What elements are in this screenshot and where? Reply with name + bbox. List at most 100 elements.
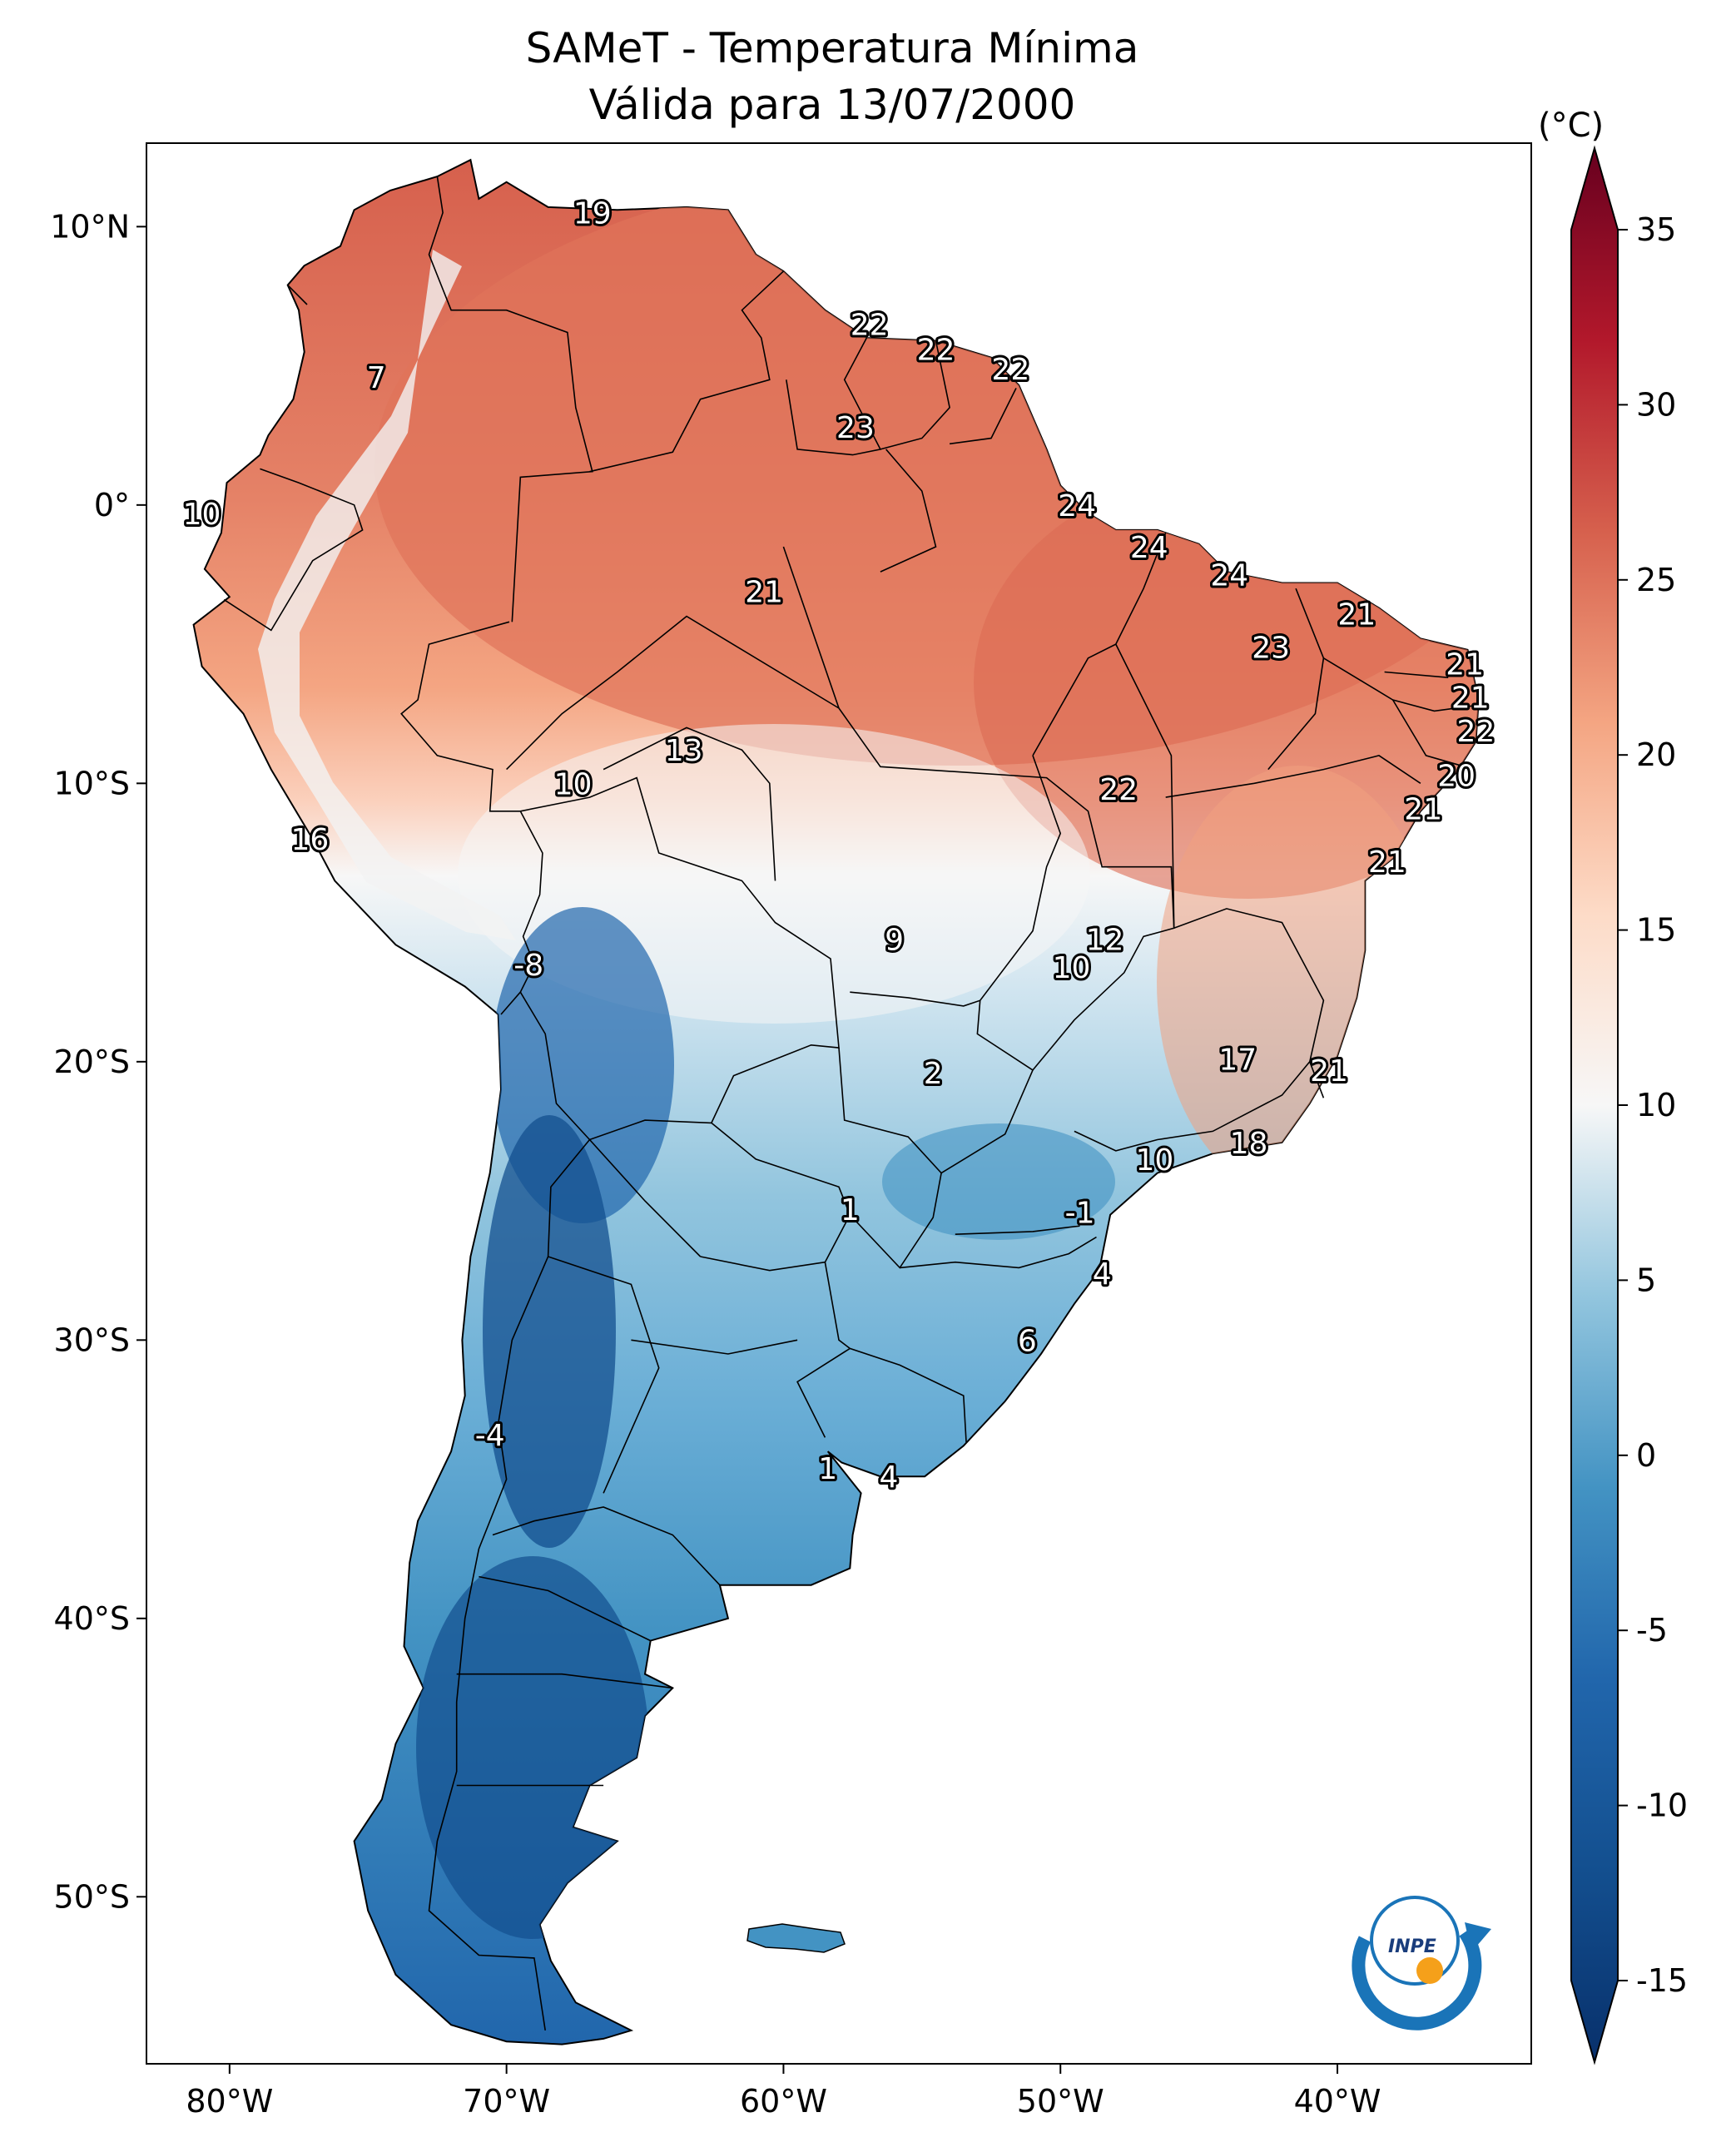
temperature-label: 20	[1437, 759, 1476, 793]
colorbar-bar	[1570, 145, 1619, 2065]
border-line	[782, 546, 840, 709]
temperature-label: 24	[1210, 558, 1248, 593]
border-line	[479, 1575, 652, 1642]
temperature-label: 17	[1218, 1043, 1257, 1077]
border-line	[1322, 657, 1476, 712]
border-line	[1391, 699, 1466, 768]
border-line	[520, 776, 840, 1123]
inpe-logo-text: INPE	[1388, 1936, 1436, 1957]
temperature-label: 22	[851, 308, 889, 342]
border-line	[223, 468, 364, 632]
temperature-label: 22	[1099, 773, 1138, 807]
colorbar-tick-label: 15	[1636, 912, 1676, 949]
map-subtitle: Válida para 13/07/2000	[588, 81, 1076, 129]
border-line	[1032, 643, 1175, 1071]
temperature-label: 24	[1130, 531, 1168, 565]
temperature-label: -8	[513, 949, 543, 983]
temperature-label: 22	[991, 353, 1029, 387]
y-tick-label: 0°	[94, 487, 130, 523]
border-line	[796, 1347, 851, 1438]
temperature-label: -4	[475, 1419, 505, 1453]
temperature-label: 1	[841, 1193, 860, 1227]
temperature-label: 21	[1446, 648, 1484, 682]
colorbar: 35 30 25 20 15 10 5 0 -5 -10 -15	[1570, 145, 1688, 2065]
border-line	[400, 621, 543, 1015]
colorbar-tick-label: 35	[1636, 211, 1676, 248]
temperature-label: 23	[836, 411, 875, 445]
border-line	[519, 991, 712, 1141]
colorbar-tick-label: 20	[1636, 736, 1676, 773]
colorbar-tick-label: -15	[1636, 1962, 1688, 1999]
cold-region-patagonia	[416, 1556, 649, 1939]
border-line	[492, 1506, 721, 1586]
border-line	[955, 1225, 1080, 1235]
y-tick-label: 10°S	[54, 765, 130, 801]
border-line	[1165, 755, 1421, 798]
cool-region-south-brazil	[882, 1123, 1115, 1240]
x-tick-label: 60°W	[740, 2083, 827, 2120]
temperature-label: 22	[917, 334, 955, 368]
border-line	[428, 1138, 591, 2031]
temperature-label: 10	[554, 767, 593, 801]
temperature-label: 21	[745, 576, 783, 610]
border-line	[1309, 1061, 1325, 1098]
border-line	[880, 340, 950, 450]
border-line	[880, 449, 937, 573]
temperature-label: 21	[1337, 598, 1376, 632]
temperature-label: 16	[290, 823, 329, 857]
x-axis-ticks: 80°W 70°W 60°W 50°W 40°W	[186, 2064, 1381, 2120]
temperature-label: 13	[665, 734, 703, 768]
temperature-label: 2	[924, 1057, 943, 1091]
colorbar-unit: (°C)	[1538, 107, 1605, 145]
border-line	[428, 176, 593, 622]
temperature-label: 9	[885, 924, 904, 958]
country-and-state-borders	[223, 176, 1476, 2031]
border-line	[287, 285, 308, 305]
temperature-label: 22	[1457, 715, 1495, 749]
colorbar-tick-label: 5	[1636, 1262, 1656, 1298]
y-axis-ticks: 10°N 0° 10°S 20°S 30°S 40°S 50°S	[50, 208, 146, 1915]
border-line	[548, 1256, 660, 1494]
border-line	[700, 1256, 826, 1272]
colorbar-tick-label: 25	[1636, 562, 1676, 598]
colorbar-tick-label: 0	[1636, 1437, 1656, 1474]
temperature-label: 18	[1230, 1127, 1268, 1161]
border-line	[949, 388, 1017, 445]
x-tick-label: 80°W	[186, 2083, 273, 2120]
border-line	[1074, 908, 1325, 1152]
temperature-label: 1	[818, 1452, 837, 1486]
border-line	[588, 1138, 702, 1257]
x-tick-label: 70°W	[463, 2083, 550, 2120]
border-line	[631, 1339, 798, 1355]
colorbar-tick-label: -5	[1636, 1612, 1668, 1649]
border-line	[1384, 671, 1449, 678]
temperature-label: 6	[1018, 1324, 1037, 1358]
falkland-islands	[746, 1923, 846, 1953]
x-tick-label: 50°W	[1017, 2083, 1104, 2120]
map-title: SAMeT - Temperatura Mínima	[525, 24, 1139, 72]
temperature-label: 23	[1252, 631, 1290, 665]
temperature-label: 4	[1093, 1257, 1112, 1292]
temperature-label: 21	[1368, 845, 1406, 880]
y-tick-label: 50°S	[54, 1878, 130, 1915]
colorbar-ticks: 35 30 25 20 15 10 5 0 -5 -10 -15	[1618, 211, 1688, 1999]
border-line	[1267, 588, 1325, 771]
y-tick-label: 40°S	[54, 1600, 130, 1637]
inpe-logo-icon: INPE	[1352, 1896, 1491, 2031]
border-line	[838, 707, 1175, 929]
colorbar-tick-label: 10	[1636, 1087, 1676, 1123]
temperature-label: 10	[1053, 951, 1091, 985]
y-tick-label: 20°S	[54, 1044, 130, 1080]
temperature-label: 12	[1086, 924, 1124, 958]
temperature-label: 21	[1404, 792, 1442, 826]
temperature-label: 10	[183, 498, 221, 532]
cold-region-andes-south	[483, 1115, 616, 1548]
border-line	[506, 615, 840, 771]
temperature-label: 21	[1451, 682, 1490, 716]
temperature-label: 7	[367, 361, 386, 395]
border-line	[900, 1236, 1097, 1269]
border-line	[711, 1048, 942, 1269]
y-tick-label: 10°N	[50, 208, 130, 245]
temperature-label: 4	[879, 1460, 898, 1495]
